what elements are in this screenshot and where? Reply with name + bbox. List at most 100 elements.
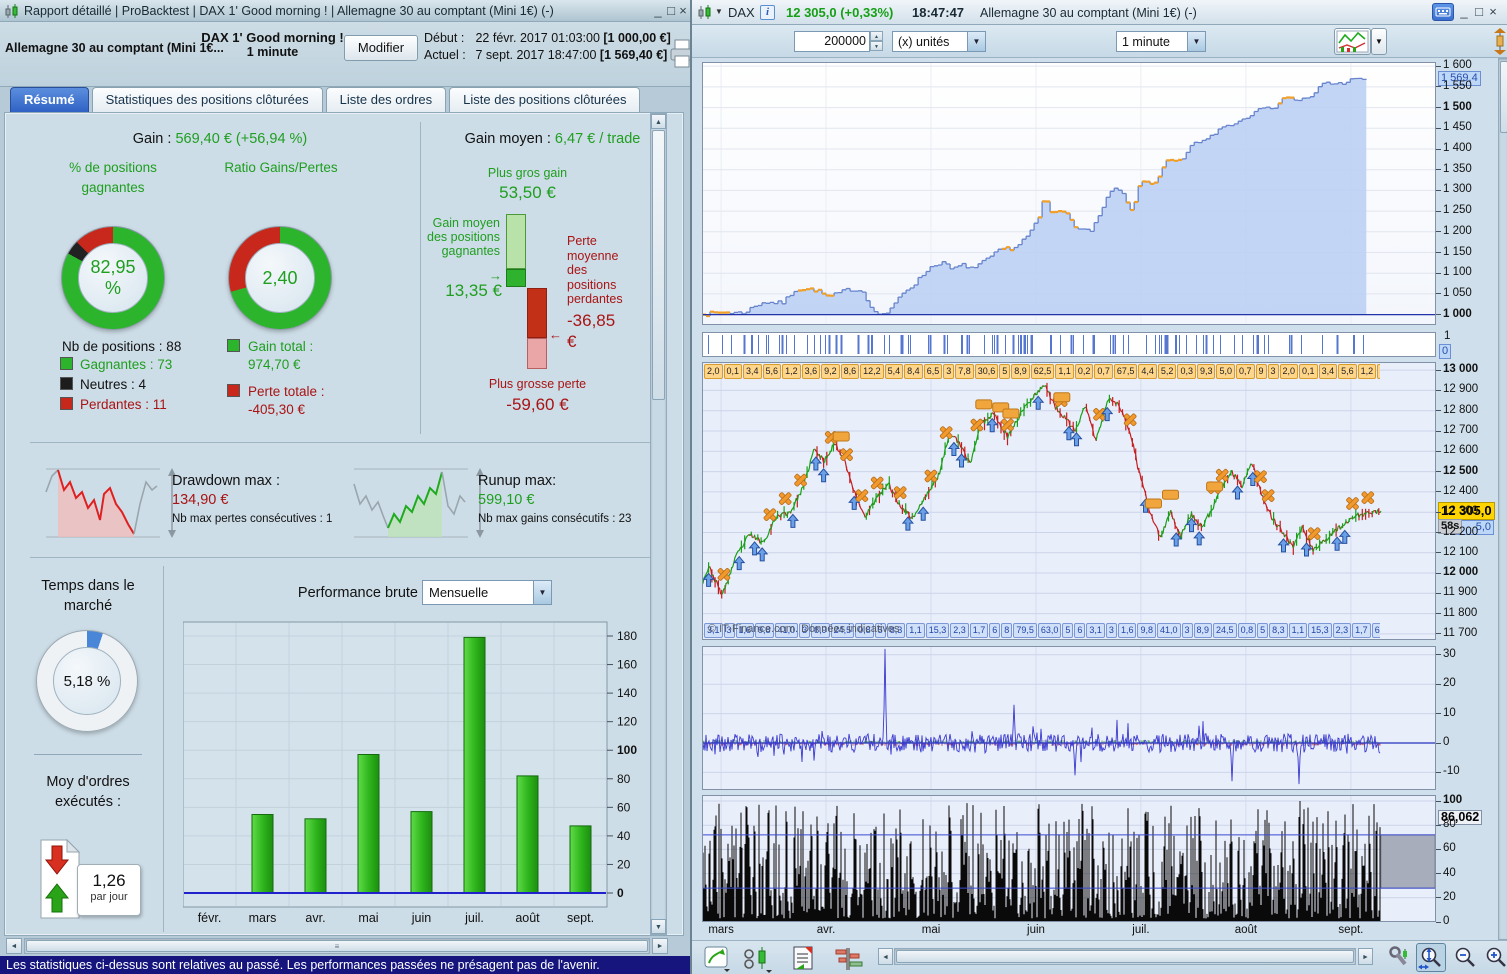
y-axis-tick bbox=[1436, 713, 1441, 715]
zoom-out-icon[interactable] bbox=[1452, 945, 1478, 971]
trade-label: 7,8 bbox=[955, 364, 974, 379]
arrow-right-icon: → bbox=[489, 268, 502, 283]
scroll-right-icon[interactable]: ► bbox=[652, 938, 668, 954]
zoom-fit-icon bbox=[1418, 947, 1441, 970]
instrument-name: Allemagne 30 au comptant (Mini 1€... bbox=[5, 41, 224, 55]
legend-neutres: Neutres : 4 bbox=[80, 377, 147, 392]
scroll-left-icon[interactable]: ◄ bbox=[6, 938, 22, 954]
chart-titlebar[interactable]: ▼ DAX i 12 305,0 (+0,33%) 18:47:47 Allem… bbox=[692, 0, 1507, 25]
trade-label: 62,5 bbox=[1030, 364, 1055, 379]
perte-totale-label: Perte totale : bbox=[248, 384, 325, 399]
chevron-down-icon[interactable]: ▼ bbox=[967, 32, 985, 51]
chart-type-caret[interactable]: ▼ bbox=[1371, 28, 1387, 55]
clipped-tool-icon[interactable] bbox=[1492, 27, 1507, 56]
trade-label: 1,2 bbox=[1357, 364, 1377, 379]
runup-sub: Nb max gains consécutifs : 23 bbox=[478, 513, 632, 525]
minimize-button[interactable]: _ bbox=[654, 3, 662, 18]
keyboard-icon[interactable] bbox=[1432, 3, 1454, 21]
oscillator-panel[interactable] bbox=[701, 646, 1436, 790]
y-axis-label: 12 800 bbox=[1443, 403, 1479, 416]
chevron-down-icon[interactable]: ▼ bbox=[1187, 32, 1205, 51]
info-icon[interactable]: i bbox=[760, 5, 775, 20]
trade-label: 5,6 bbox=[1338, 364, 1357, 379]
modify-button[interactable]: Modifier bbox=[344, 35, 418, 61]
scroll-down-icon[interactable]: ▼ bbox=[651, 919, 666, 934]
draw-tool-icon[interactable] bbox=[704, 946, 732, 972]
y-axis-label: 11 700 bbox=[1443, 626, 1478, 639]
gain-total-value: 974,70 € bbox=[248, 357, 301, 372]
trade-label: 6 bbox=[1074, 623, 1086, 638]
report-hscrollbar[interactable]: ◄ ≡ ► bbox=[4, 937, 686, 955]
scrollbar-thumb[interactable] bbox=[1500, 61, 1507, 133]
y-axis-tick bbox=[1436, 210, 1441, 212]
scroll-up-icon[interactable]: ▲ bbox=[651, 114, 666, 129]
trade-label: 1,6 bbox=[1117, 623, 1137, 638]
equity-panel[interactable] bbox=[702, 62, 1436, 325]
report-vscrollbar[interactable]: ▲ ▼ bbox=[650, 113, 667, 935]
actuel-equity: [1 569,40 €] bbox=[599, 48, 668, 62]
zoom-in-icon[interactable] bbox=[1483, 945, 1507, 971]
trade-label: 4,4 bbox=[1138, 364, 1157, 379]
stepper-up-icon[interactable]: ▲ bbox=[870, 31, 883, 41]
scrollbar-thumb[interactable]: ≡ bbox=[26, 940, 648, 952]
trade-label: 1,1 bbox=[1055, 364, 1074, 379]
tab-statistiques[interactable]: Statistiques des positions clôturées bbox=[91, 87, 323, 112]
in-market-panel[interactable] bbox=[702, 332, 1436, 357]
tab-liste-ordres[interactable]: Liste des ordres bbox=[325, 87, 447, 112]
trade-label: 1,2 bbox=[782, 364, 801, 379]
volume-panel[interactable] bbox=[702, 795, 1436, 923]
chevron-down-icon[interactable]: ▼ bbox=[715, 7, 723, 16]
scroll-left-icon[interactable]: ◄ bbox=[878, 948, 893, 965]
symbol-name[interactable]: DAX bbox=[728, 5, 755, 20]
plus-grosse-perte-label: Plus grosse perte bbox=[488, 377, 587, 391]
minimize-button[interactable]: _ bbox=[1460, 4, 1468, 19]
trade-label: 3 bbox=[943, 364, 955, 379]
report-titlebar[interactable]: Rapport détaillé | ProBacktest | DAX 1' … bbox=[0, 0, 690, 22]
y-axis-label: 1 100 bbox=[1443, 266, 1472, 279]
legend-perdantes: Perdantes : 11 bbox=[80, 397, 167, 412]
maximize-button[interactable]: □ bbox=[667, 3, 675, 18]
band-one-label: 1 bbox=[1444, 330, 1451, 342]
timeframe-select[interactable]: 1 minute ▼ bbox=[1116, 31, 1206, 52]
tab-resume[interactable]: Résumé bbox=[10, 87, 89, 112]
candlestick-icon bbox=[698, 5, 711, 19]
close-button[interactable]: × bbox=[1489, 4, 1497, 19]
chevron-down-icon[interactable]: ▼ bbox=[533, 581, 551, 604]
perf-period-select[interactable]: Mensuelle ▼ bbox=[422, 580, 552, 605]
ratio-value: 2,40 bbox=[262, 267, 298, 288]
price-panel[interactable] bbox=[701, 362, 1436, 640]
scrollbar-thumb[interactable] bbox=[896, 950, 1354, 963]
quantity-input[interactable]: 200000 bbox=[794, 31, 870, 52]
stepper-down-icon[interactable]: ▼ bbox=[870, 41, 883, 51]
maximize-button[interactable]: □ bbox=[1475, 4, 1483, 19]
quantity-stepper[interactable]: ▲ ▼ bbox=[870, 31, 883, 52]
units-select[interactable]: (x) unités ▼ bbox=[892, 31, 986, 52]
nb-positions: Nb de positions : 88 bbox=[62, 339, 182, 354]
printer-icon[interactable] bbox=[670, 38, 690, 70]
scrollbar-thumb[interactable] bbox=[652, 130, 665, 400]
svg-text:160: 160 bbox=[617, 658, 637, 672]
chart-type-button[interactable] bbox=[1334, 28, 1371, 55]
notes-tool-icon[interactable] bbox=[792, 946, 816, 972]
zoom-fit-button[interactable] bbox=[1416, 943, 1446, 972]
orders-tool-icon[interactable] bbox=[742, 945, 776, 973]
chart-vscrollbar[interactable] bbox=[1498, 58, 1507, 940]
settings-wrench-icon[interactable] bbox=[1388, 945, 1410, 971]
y-axis-label: 1 500 bbox=[1443, 100, 1472, 113]
date-range: Début : 22 févr. 2017 01:03:00 [1 000,00… bbox=[424, 31, 671, 65]
drawdown-sparkline bbox=[45, 468, 176, 538]
chart-hscrollbar[interactable] bbox=[894, 948, 1356, 965]
depth-tool-icon[interactable] bbox=[834, 946, 864, 972]
y-axis-label: 12 600 bbox=[1443, 444, 1479, 457]
debut-equity: [1 000,00 €] bbox=[603, 31, 671, 45]
close-button[interactable]: × bbox=[679, 3, 687, 18]
scroll-right-icon[interactable]: ► bbox=[1358, 948, 1373, 965]
debut-label: Début : bbox=[424, 31, 465, 45]
y-axis-label: 12 300 bbox=[1443, 505, 1479, 518]
scrollbar-track[interactable]: ≡ bbox=[24, 938, 650, 954]
trade-label: 5,6 bbox=[762, 364, 782, 379]
trade-label: 3 bbox=[1267, 364, 1279, 379]
timeframe-value: 1 minute bbox=[1122, 35, 1170, 49]
tab-liste-positions[interactable]: Liste des positions clôturées bbox=[449, 87, 641, 112]
y-axis-label: 12 700 bbox=[1443, 424, 1479, 436]
